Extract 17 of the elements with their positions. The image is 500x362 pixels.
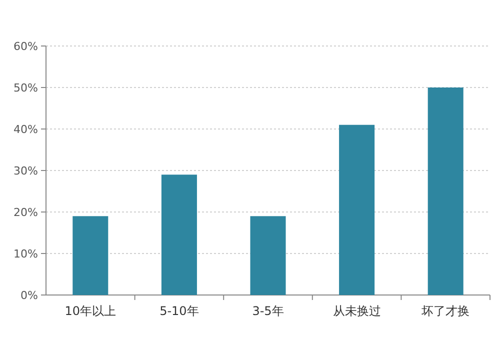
- y-tick-label: 30%: [14, 164, 38, 178]
- y-tick-label: 10%: [14, 248, 38, 260]
- y-tick-label: 0%: [20, 289, 38, 302]
- y-tick-label: 40%: [14, 123, 38, 136]
- x-tick-label: 10年以上: [64, 304, 116, 318]
- x-tick-label: 坏了才换: [420, 304, 470, 318]
- bar: [250, 216, 286, 295]
- bar: [72, 216, 108, 295]
- x-tick-label: 5-10年: [160, 304, 199, 318]
- bar: [428, 88, 464, 295]
- y-tick-label: 50%: [14, 82, 38, 94]
- bar: [161, 174, 197, 295]
- y-tick-label: 20%: [14, 206, 38, 219]
- y-tick-label: 60%: [14, 40, 38, 53]
- x-tick-label: 从未换过: [332, 304, 381, 318]
- x-tick-label: 3-5年: [252, 304, 284, 318]
- bar: [339, 124, 375, 295]
